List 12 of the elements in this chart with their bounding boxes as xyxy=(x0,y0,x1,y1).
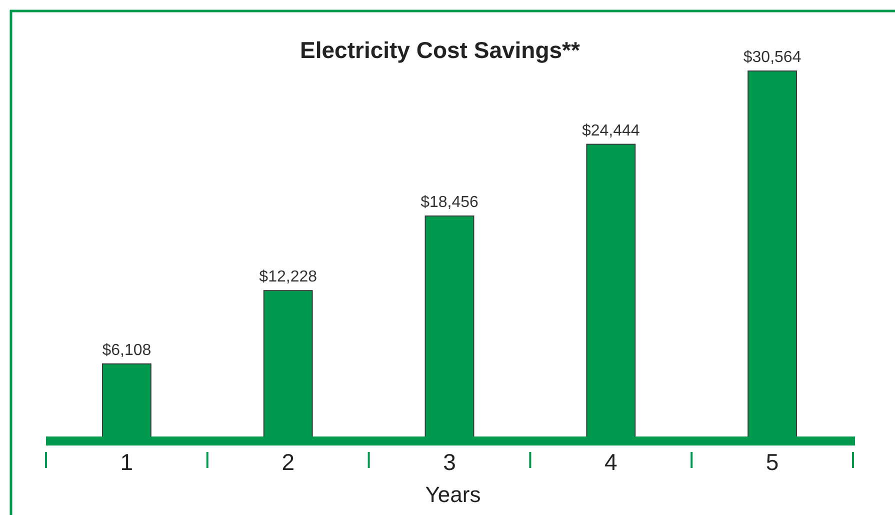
data-label: $12,228 xyxy=(259,268,318,286)
x-tick-label: 1 xyxy=(120,449,134,475)
data-label: $6,108 xyxy=(102,342,152,359)
x-tick-label: 5 xyxy=(766,449,779,475)
x-tick-label: 2 xyxy=(282,449,294,475)
chart-title: Electricity Cost Savings** xyxy=(300,37,580,63)
x-tick-label: 4 xyxy=(604,449,618,475)
x-axis-title: Years xyxy=(425,482,481,507)
data-label: $24,444 xyxy=(582,122,640,140)
data-label: $18,456 xyxy=(420,194,479,211)
x-tick-label: 3 xyxy=(443,449,456,475)
data-label: $30,564 xyxy=(743,49,802,66)
